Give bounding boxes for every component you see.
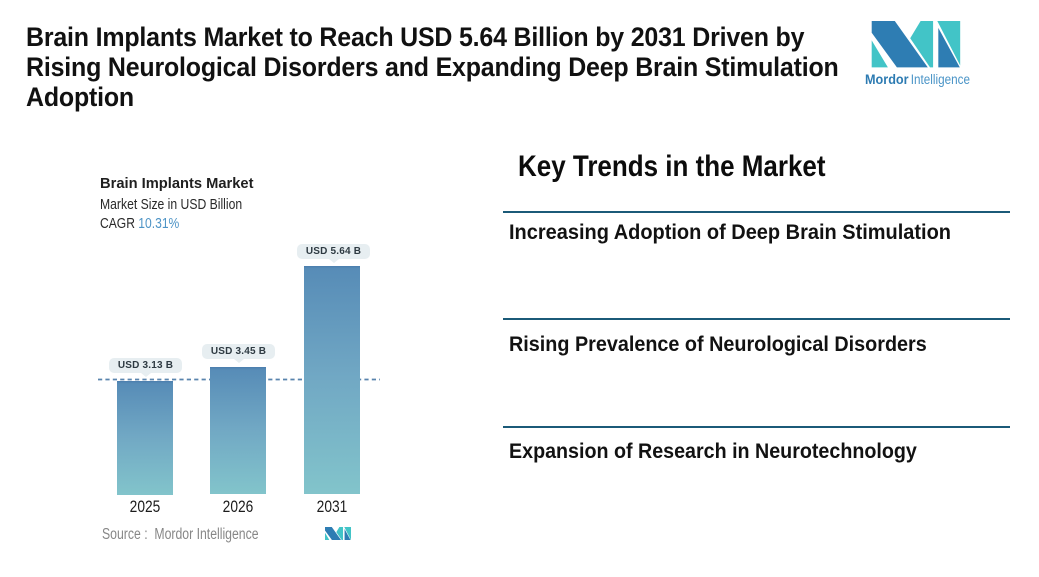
svg-text:Mordor: Mordor	[865, 72, 909, 87]
svg-text:Intelligence: Intelligence	[911, 72, 970, 87]
